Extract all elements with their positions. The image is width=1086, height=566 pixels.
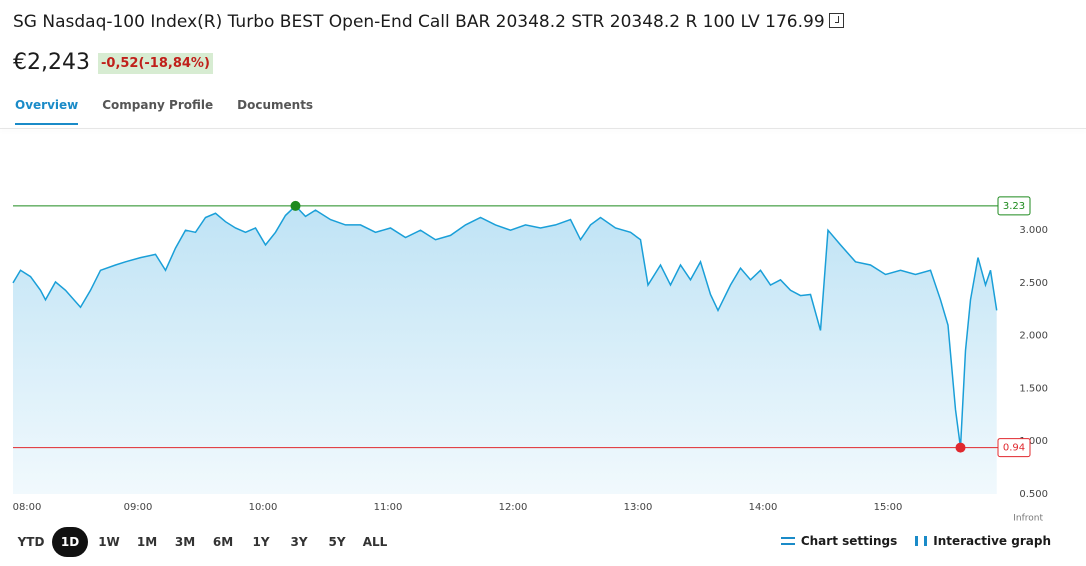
tab[interactable]: Overview bbox=[15, 98, 79, 125]
range-selector: YTD 1D 1W 1M 3M 6M 1Y 3Y 5Y ALL bbox=[14, 527, 392, 557]
area bbox=[13, 205, 997, 494]
range-button[interactable]: 1W bbox=[98, 535, 120, 549]
x-tick-label: 10:00 bbox=[249, 502, 278, 513]
x-tick-label: 08:00 bbox=[13, 502, 42, 513]
tabs: Overview Company Profile Documents bbox=[15, 98, 313, 125]
y-tick-label: 3.000 bbox=[1019, 225, 1048, 236]
range-button[interactable]: 1D bbox=[52, 527, 88, 557]
x-tick-label: 14:00 bbox=[749, 502, 778, 513]
action-button[interactable]: Chart settings bbox=[780, 534, 898, 548]
x-tick-label: 12:00 bbox=[499, 502, 528, 513]
y-tick-label: 0.500 bbox=[1019, 489, 1048, 500]
price-change: -0,52(-18,84%) bbox=[98, 53, 213, 74]
x-tick-label: 09:00 bbox=[124, 502, 153, 513]
action-button[interactable]: Interactive graph bbox=[915, 534, 1051, 548]
tab[interactable]: Documents bbox=[237, 98, 314, 112]
y-tick-label: 1.000 bbox=[1019, 436, 1048, 447]
chart-actions: Chart settings Interactive graph bbox=[780, 534, 1051, 548]
range-button[interactable]: 3M bbox=[174, 535, 196, 549]
y-tick-label: 2.000 bbox=[1019, 331, 1048, 342]
instrument-title: SG Nasdaq-100 Index(R) Turbo BEST Open-E… bbox=[13, 12, 844, 32]
price-line bbox=[12, 204, 998, 448]
x-tick-label: 15:00 bbox=[874, 502, 903, 513]
tab[interactable]: Company Profile bbox=[102, 98, 214, 112]
divider bbox=[0, 128, 1086, 129]
range-button[interactable]: 6M bbox=[212, 535, 234, 549]
range-button[interactable]: 1Y bbox=[252, 535, 270, 549]
info-icon[interactable] bbox=[828, 13, 844, 28]
reference-tag bbox=[997, 438, 1031, 458]
extreme-dot bbox=[955, 442, 966, 453]
range-button[interactable]: 5Y bbox=[328, 535, 346, 549]
action-icon bbox=[915, 536, 928, 546]
range-button[interactable]: ALL bbox=[362, 535, 388, 549]
action-label: Chart settings bbox=[800, 534, 898, 548]
title-text: SG Nasdaq-100 Index(R) Turbo BEST Open-E… bbox=[13, 12, 825, 32]
y-tick-label: 1.500 bbox=[1019, 383, 1048, 394]
price: €2,243 bbox=[13, 50, 90, 75]
source-label: Infront bbox=[1013, 514, 1043, 524]
range-button[interactable]: 1M bbox=[136, 535, 158, 549]
range-button[interactable]: YTD bbox=[17, 535, 45, 549]
action-label: Interactive graph bbox=[933, 534, 1051, 548]
y-tick-label: 2.500 bbox=[1019, 278, 1048, 289]
reference-label: 3.23 bbox=[1003, 201, 1025, 212]
reference-label: 0.94 bbox=[1003, 443, 1025, 454]
x-tick-label: 13:00 bbox=[624, 502, 653, 513]
action-icon bbox=[780, 535, 795, 547]
x-tick-label: 11:00 bbox=[374, 502, 403, 513]
extreme-dot bbox=[290, 200, 301, 211]
reference-tag bbox=[997, 196, 1031, 216]
range-button[interactable]: 3Y bbox=[290, 535, 308, 549]
